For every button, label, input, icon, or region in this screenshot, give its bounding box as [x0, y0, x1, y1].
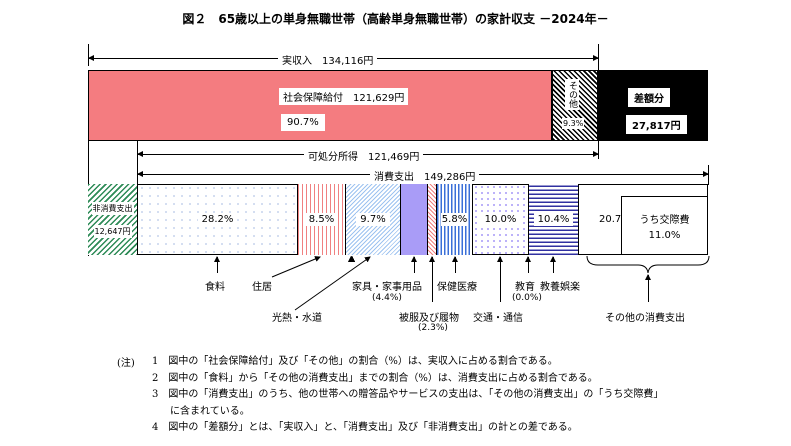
- diagonal-pointers: [271, 256, 371, 311]
- label-furniture: 家具・家事用品: [352, 282, 422, 293]
- segment-transport: 10.0%: [473, 184, 529, 255]
- segment-recreation: 10.4%: [529, 184, 579, 255]
- note-3-cont: に含まれている。: [170, 405, 250, 417]
- pointer: [429, 256, 435, 302]
- other-income-label: その他: [565, 79, 579, 110]
- label-housing: 住居: [252, 282, 272, 293]
- pointer: [452, 256, 458, 273]
- deficit-label: 差額分: [628, 88, 670, 107]
- pointer: [525, 256, 531, 273]
- other-income-pct: 9.3%: [562, 118, 585, 129]
- chart-title: 図２ 65歳以上の単身無職世帯（高齢単身無職世帯）の家計収支 －2024年－: [182, 12, 609, 26]
- segment-food: 28.2%: [138, 184, 298, 255]
- disposable-label: 可処分所得 121,469円: [304, 147, 424, 164]
- income-label: 実収入 134,116円: [278, 51, 378, 68]
- entertainment-box: うち交際費 11.0%: [621, 196, 708, 255]
- label-education: 教育: [515, 282, 535, 293]
- label-recreation: 教養娯楽: [540, 282, 580, 293]
- social-security-label: 社会保障給付 121,629円: [279, 88, 409, 105]
- tick: [137, 141, 138, 184]
- pointer: [497, 256, 503, 302]
- consumption-label: 消費支出 149,286円: [370, 167, 480, 184]
- deficit-segment: 差額分 27,817円: [598, 70, 708, 141]
- note-1: 1 図中の「社会保障給付」及び「その他」の割合（%）は、実収入に占める割合である…: [152, 356, 558, 367]
- pointer: [550, 256, 556, 273]
- label-food: 食料: [205, 282, 225, 293]
- social-security-segment: 社会保障給付 121,629円 90.7%: [88, 70, 552, 141]
- other-income-segment: その他 9.3%: [552, 70, 598, 141]
- pct-furniture: (4.4%): [372, 293, 402, 303]
- segment-utilities: 9.7%: [346, 184, 401, 255]
- pct-education: (0.0%): [512, 293, 542, 303]
- segment-furniture: [401, 184, 428, 255]
- social-security-pct: 90.7%: [281, 114, 325, 131]
- pct-clothing: (2.3%): [418, 323, 448, 333]
- segment-housing: 8.5%: [298, 184, 346, 255]
- non-consumption-segment: 非消費支出 12,647円: [88, 184, 138, 255]
- label-utilities: 光熱・水道: [272, 313, 322, 324]
- note-4: 4 図中の「差額分」とは、「実収入」と、「消費支出」及び「非消費支出」の計との差…: [152, 422, 578, 433]
- pointer: [645, 274, 651, 302]
- note-2: 2 図中の「食料」から「その他の消費支出」までの割合（%）は、消費支出に占める割…: [152, 372, 598, 384]
- note-3: 3 図中の「消費支出」のうち、他の世帯への贈答品やサービスの支出は、「その他の消…: [152, 389, 664, 400]
- label-other-consumption: その他の消費支出: [605, 313, 685, 324]
- label-medical: 保健医療: [437, 282, 477, 293]
- label-transport: 交通・通信: [473, 313, 523, 324]
- brace-icon: [586, 255, 710, 274]
- pointer: [411, 256, 417, 273]
- label-clothing: 被服及び履物: [399, 313, 459, 324]
- deficit-amount: 27,817円: [626, 115, 687, 134]
- segment-clothing: [428, 184, 437, 255]
- pointer: [214, 256, 220, 273]
- segment-medical: 5.8%: [437, 184, 473, 255]
